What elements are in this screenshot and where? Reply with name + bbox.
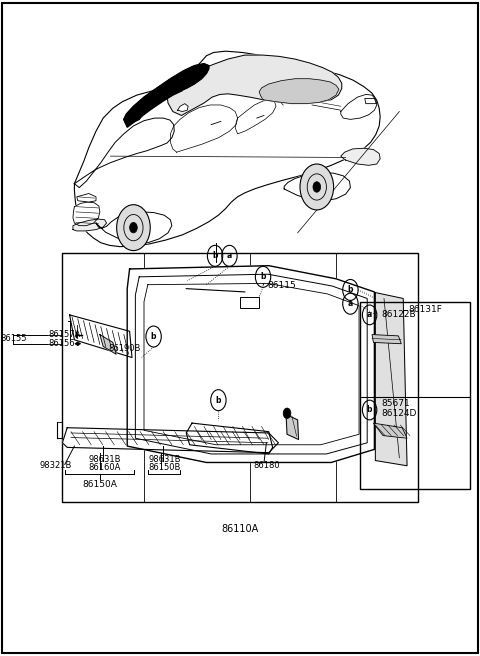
Polygon shape xyxy=(373,423,407,438)
Text: 86190B: 86190B xyxy=(108,344,140,354)
Polygon shape xyxy=(372,335,401,344)
Text: 86157A: 86157A xyxy=(48,330,80,339)
Polygon shape xyxy=(375,293,407,466)
Polygon shape xyxy=(62,428,278,453)
Text: 86122B: 86122B xyxy=(382,310,416,319)
Polygon shape xyxy=(284,173,350,201)
Circle shape xyxy=(283,408,291,419)
Bar xyxy=(62,253,418,502)
Polygon shape xyxy=(127,266,374,462)
Text: 86156: 86156 xyxy=(48,339,74,348)
Text: a: a xyxy=(348,299,353,308)
Text: 86115: 86115 xyxy=(267,281,296,290)
Polygon shape xyxy=(100,335,116,354)
Text: b: b xyxy=(151,332,156,341)
Text: a: a xyxy=(367,310,372,319)
Polygon shape xyxy=(96,212,172,243)
Text: 98631B: 98631B xyxy=(149,455,181,464)
Text: 86160A: 86160A xyxy=(89,462,121,472)
Text: 86155: 86155 xyxy=(0,334,26,343)
Text: 86131F: 86131F xyxy=(408,305,442,314)
Polygon shape xyxy=(186,423,273,454)
Bar xyxy=(360,302,470,489)
Polygon shape xyxy=(286,415,299,440)
Polygon shape xyxy=(124,89,182,127)
Text: 86150B: 86150B xyxy=(149,462,181,472)
Text: 98321B: 98321B xyxy=(39,461,72,470)
Circle shape xyxy=(117,205,150,251)
Polygon shape xyxy=(77,194,96,202)
Text: b: b xyxy=(216,396,221,405)
Text: b: b xyxy=(260,272,266,281)
Text: 85671: 85671 xyxy=(382,399,410,408)
Polygon shape xyxy=(341,148,380,165)
Polygon shape xyxy=(167,55,342,115)
Polygon shape xyxy=(74,51,380,247)
Polygon shape xyxy=(73,219,107,231)
Text: 86180: 86180 xyxy=(253,461,280,470)
Polygon shape xyxy=(124,64,209,123)
Text: 86150A: 86150A xyxy=(83,480,117,489)
Circle shape xyxy=(313,182,321,192)
Text: b: b xyxy=(348,285,353,295)
Text: 98631B: 98631B xyxy=(89,455,121,464)
Polygon shape xyxy=(70,315,132,358)
Polygon shape xyxy=(259,79,339,104)
Polygon shape xyxy=(178,104,188,112)
Polygon shape xyxy=(75,342,81,346)
Text: b: b xyxy=(367,405,372,415)
Text: a: a xyxy=(227,251,232,260)
Polygon shape xyxy=(73,202,100,226)
Text: b: b xyxy=(212,251,218,260)
Text: 86110A: 86110A xyxy=(221,523,259,534)
Text: 86124D: 86124D xyxy=(382,409,417,418)
Circle shape xyxy=(130,222,137,233)
Circle shape xyxy=(300,164,334,210)
